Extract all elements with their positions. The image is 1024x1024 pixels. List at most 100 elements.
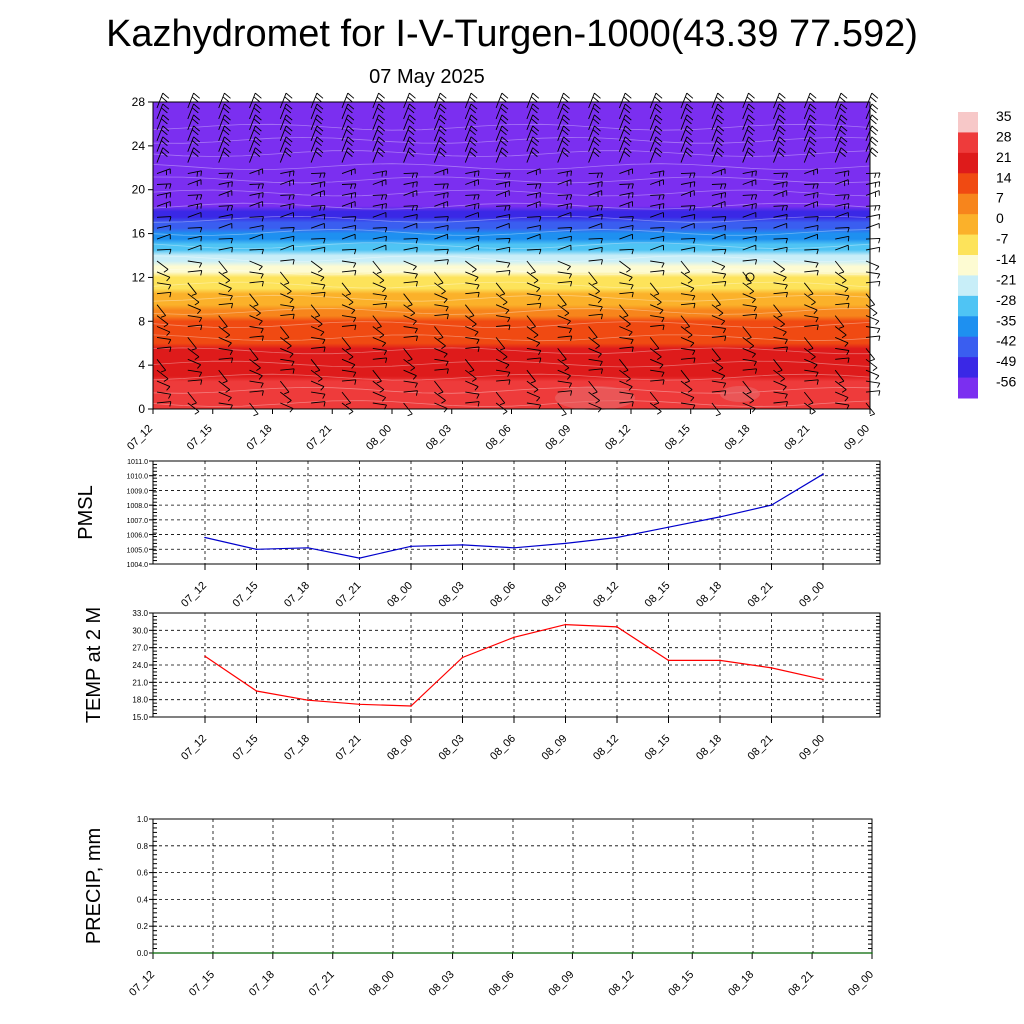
wind-barb: [588, 92, 601, 109]
wind-barb: [773, 282, 788, 290]
wind-barb: [433, 92, 447, 109]
wind-barb: [187, 270, 203, 276]
wind-barb: [249, 125, 262, 141]
wind-barb: [773, 326, 787, 336]
wind-barb: [465, 315, 477, 328]
x-tick-label: 08_03: [437, 580, 467, 610]
wind-barb: [496, 246, 511, 253]
data-point: [616, 626, 618, 628]
wind-barb: [372, 136, 385, 152]
wind-barb: [341, 337, 352, 351]
x-tick-label: 08_06: [488, 580, 518, 610]
wind-barb: [526, 114, 540, 131]
y-tick-label: 1009.0: [127, 488, 149, 495]
wind-barb: [218, 181, 233, 188]
wind-barb: [804, 260, 819, 268]
wind-barb: [495, 391, 506, 406]
wind-barb: [280, 391, 292, 404]
wind-barb: [711, 280, 727, 287]
wind-barb: [403, 147, 416, 163]
wind-barb: [742, 92, 755, 109]
wind-barb: [341, 358, 356, 369]
data-point: [513, 547, 515, 549]
wind-barb: [619, 168, 634, 176]
wind-barb: [711, 183, 727, 189]
wind-barb: [403, 271, 418, 279]
wind-barb: [249, 136, 262, 152]
data-point: [719, 659, 721, 662]
wind-barb: [495, 304, 510, 315]
wind-barb: [804, 224, 819, 231]
wind-barb: [618, 147, 632, 163]
wind-barb: [218, 347, 233, 356]
wind-barb: [680, 271, 693, 284]
wind-barb: [187, 147, 200, 163]
wind-barb: [804, 304, 818, 315]
wind-barb: [865, 114, 879, 131]
wind-barb: [218, 315, 228, 329]
contour-line: [152, 294, 871, 302]
contour-line: [152, 242, 871, 250]
wind-barb: [310, 271, 325, 282]
wind-barb: [372, 92, 385, 109]
wind-barb: [465, 235, 480, 242]
wind-barb: [496, 237, 511, 244]
wind-barb: [156, 346, 172, 352]
wind-barb: [280, 368, 295, 374]
wind-barb: [465, 346, 480, 352]
wind-barb: [280, 304, 295, 312]
wind-barb: [187, 358, 202, 369]
wind-barb: [403, 293, 413, 307]
wind-barb: [526, 260, 536, 275]
x-tick-label: 08_12: [591, 580, 621, 610]
wind-barb: [680, 391, 695, 402]
colorbar-label: -56: [996, 374, 1016, 390]
wind-barb: [773, 190, 788, 198]
wind-barb: [526, 233, 541, 240]
colorbar-swatch: [958, 152, 978, 174]
wind-barb: [187, 194, 203, 200]
data-point: [307, 699, 309, 701]
wind-barb: [218, 205, 234, 211]
wind-barb: [187, 92, 200, 109]
wind-barb: [341, 103, 355, 120]
data-point: [667, 659, 670, 662]
wind-barb: [834, 147, 848, 163]
wind-barb: [280, 282, 292, 295]
wind-barb: [465, 170, 480, 177]
wind-barb: [803, 282, 814, 296]
wind-barb: [280, 358, 295, 367]
contour-lines: [152, 123, 871, 407]
wind-barb: [742, 259, 758, 265]
data-point: [719, 516, 721, 518]
wind-barb: [434, 304, 449, 312]
x-tick-label: 08_03: [437, 733, 467, 763]
wind-barb: [649, 92, 663, 109]
wind-barb: [156, 304, 167, 318]
wind-barb: [773, 336, 788, 345]
wind-barb: [649, 348, 662, 360]
wind-barb: [680, 336, 695, 347]
wind-barb: [465, 203, 480, 210]
wind-barb: [835, 227, 850, 233]
wind-barb: [742, 136, 755, 152]
wind-barb: [588, 246, 603, 253]
wind-barb: [804, 183, 819, 189]
wind-barb: [650, 179, 664, 187]
x-tick-label: 09_00: [797, 580, 827, 610]
wind-barb: [803, 337, 814, 351]
y-tick-label: 24: [132, 139, 146, 153]
wind-barb: [619, 391, 634, 399]
wind-barb: [588, 337, 600, 350]
wind-barb: [372, 212, 387, 218]
contour-line: [152, 150, 871, 157]
wind-barb: [372, 347, 387, 356]
wind-barb: [156, 103, 170, 120]
wind-barb: [403, 103, 416, 120]
data-point: [822, 473, 824, 476]
y-tick-label: 16: [132, 227, 146, 241]
colorbar-label: 21: [996, 149, 1012, 165]
x-tick-label: 07_15: [231, 733, 261, 763]
x-tick-label: 07_18: [245, 423, 275, 453]
wind-barb: [310, 359, 321, 373]
